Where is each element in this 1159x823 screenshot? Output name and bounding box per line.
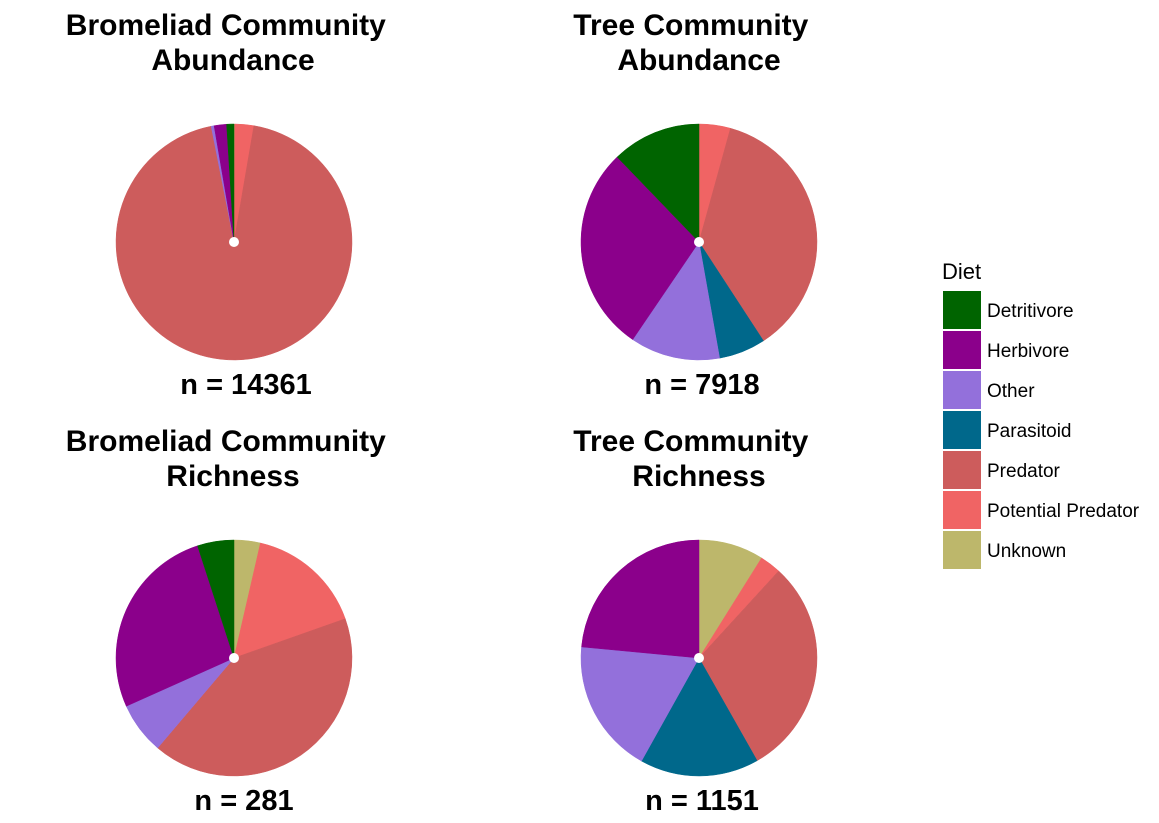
panel-title-line-2: Richness	[166, 460, 299, 493]
pie-slice-other	[580, 646, 700, 762]
panel-title: Bromeliad Community Richness	[66, 425, 394, 493]
sample-size-label: n = 14361	[180, 369, 311, 401]
panel-title: Tree Community Abundance	[573, 9, 816, 77]
pie-slice-predator	[698, 570, 818, 762]
pie-slice-herbivore	[580, 156, 700, 340]
legend-item-other: Other	[943, 371, 1035, 409]
pie-slice-herbivore	[581, 539, 700, 659]
panel-title-line-2: Abundance	[617, 44, 780, 77]
pie-slice-predator	[698, 127, 818, 342]
panel-tree-abundance: Tree Community Abundance n = 7918	[573, 9, 818, 401]
panel-title-line-2: Richness	[632, 460, 765, 493]
legend-item-predator: Predator	[943, 451, 1061, 489]
legend-swatch	[943, 531, 981, 569]
pie-bromeliad-richness	[115, 539, 353, 777]
pie-slice-parasitoid	[641, 657, 758, 777]
panel-bromeliad-richness: Bromeliad Community Richness n = 281	[66, 425, 394, 817]
pie-slice-herbivore	[115, 545, 235, 707]
pie-slice-detritivore	[616, 123, 700, 243]
legend-label: Detritivore	[987, 301, 1074, 322]
legend-label: Herbivore	[987, 341, 1069, 362]
panel-title: Tree Community Richness	[573, 425, 816, 493]
panel-title: Bromeliad Community Abundance	[66, 9, 394, 77]
legend-swatch	[943, 291, 981, 329]
legend-item-herbivore: Herbivore	[943, 331, 1069, 369]
sample-size-label: n = 7918	[644, 369, 759, 401]
pie-center-dot	[694, 653, 704, 663]
legend-label: Unknown	[987, 541, 1066, 562]
legend-swatch	[943, 491, 981, 529]
panel-bromeliad-abundance: Bromeliad Community Abundance n = 14361	[66, 9, 394, 401]
legend-label: Potential Predator	[987, 501, 1140, 522]
legend-swatch	[943, 331, 981, 369]
pie-slice-detritivore	[197, 539, 235, 659]
pie-slice-detritivore	[226, 123, 235, 243]
legend-item-detritivore: Detritivore	[943, 291, 1074, 329]
pie-center-dot	[229, 653, 239, 663]
legend-label: Predator	[987, 461, 1061, 482]
legend-title: Diet	[942, 259, 981, 284]
pie-slice-potential-predator	[233, 542, 346, 659]
legend-item-potential-predator: Potential Predator	[943, 491, 1140, 529]
pie-tree-abundance	[580, 123, 818, 361]
legend-swatch	[943, 411, 981, 449]
panel-tree-richness: Tree Community Richness n = 1151	[573, 425, 818, 817]
sample-size-label: n = 1151	[645, 785, 759, 817]
pie-center-dot	[694, 237, 704, 247]
legend-label: Other	[987, 381, 1035, 402]
legend-items: Detritivore Herbivore Other Parasitoid Preda…	[943, 291, 1140, 569]
pie-bromeliad-abundance	[115, 123, 353, 361]
pie-slice-predator	[157, 618, 353, 777]
pie-slice-other	[632, 241, 720, 361]
legend-swatch	[943, 371, 981, 409]
pie-tree-richness	[580, 539, 818, 777]
sample-size-label: n = 281	[194, 785, 293, 817]
legend-item-unknown: Unknown	[943, 531, 1066, 569]
legend-swatch	[943, 451, 981, 489]
legend-item-parasitoid: Parasitoid	[943, 411, 1072, 449]
panel-title-line-1: Bromeliad Community	[66, 425, 386, 458]
panel-title-line-1: Bromeliad Community	[66, 9, 386, 42]
legend-label: Parasitoid	[987, 421, 1072, 442]
legend: Diet Detritivore Herbivore Other Parasitoid…	[942, 259, 1140, 569]
pie-center-dot	[229, 237, 239, 247]
panel-title-line-1: Tree Community	[573, 9, 808, 42]
panel-title-line-2: Abundance	[151, 44, 314, 77]
panel-title-line-1: Tree Community	[573, 425, 808, 458]
